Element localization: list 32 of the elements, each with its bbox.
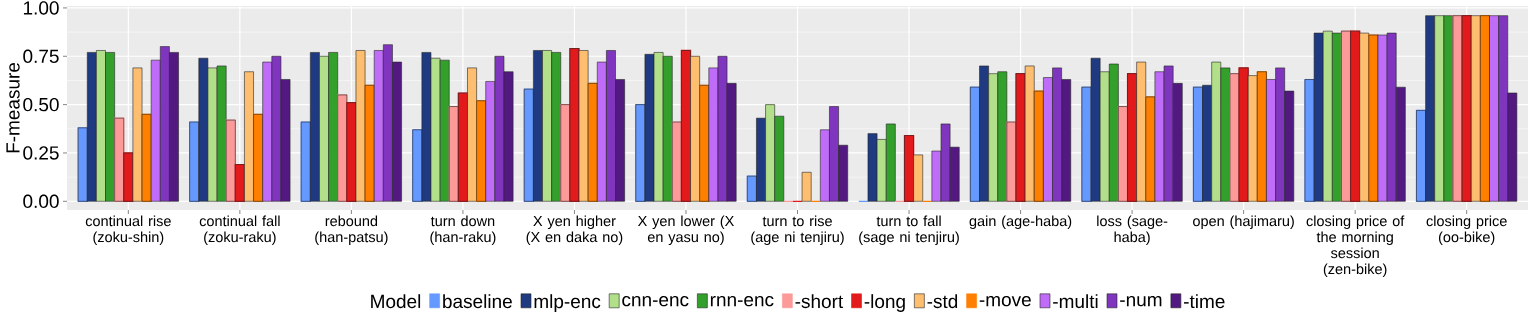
legend-label: cnn-enc: [622, 295, 689, 307]
y-tick-label: 0.50: [23, 97, 59, 112]
legend-label: -short: [795, 294, 844, 309]
legend-label: -num: [1120, 295, 1162, 307]
y-tick-label: 0.25: [23, 146, 59, 160]
x-tick-label: turn to rise (age ni tenjiru): [751, 215, 844, 246]
legend-label: rnn-enc: [710, 295, 774, 307]
x-tick-label: open (hajimaru): [1193, 215, 1294, 230]
bar: [801, 171, 812, 202]
legend-label: -move: [979, 295, 1031, 307]
legend-label: -std: [927, 294, 958, 309]
y-tick-label: 0.75: [23, 49, 59, 63]
y-tick-label: 1.00: [23, 1, 59, 15]
x-tick-label: X yen higher (X en daka no): [526, 215, 623, 246]
x-tick-label: X yen lower (X en yasu no): [637, 215, 734, 246]
x-tick-label: turn down (han-raku): [430, 215, 496, 246]
y-axis-title: F-measure: [6, 62, 20, 153]
x-tick-label: continual rise (zoku-shin): [85, 215, 171, 246]
x-tick-label: gain (age-haba): [969, 215, 1072, 230]
x-tick-label: continual fall (zoku-raku): [199, 215, 280, 246]
x-tick-label: rebound (han-patsu): [315, 215, 388, 246]
y-tick-label: 0.00: [23, 194, 59, 209]
x-tick-label: loss (sage-haba): [1097, 215, 1168, 246]
x-tick-label: closing price of the morning session (zen-bike): [1306, 215, 1405, 278]
legend-label: -long: [864, 294, 905, 312]
legend-title: Model: [371, 294, 421, 309]
legend-label: -multi: [1053, 294, 1098, 309]
x-tick-label: closing price (oo-bike): [1426, 215, 1507, 246]
legend-label: -time: [1184, 294, 1225, 309]
legend-label: baseline: [443, 294, 512, 309]
x-tick-label: turn to fall (sage ni tenjiru): [859, 215, 959, 246]
legend-label: mlp-enc: [534, 294, 601, 312]
